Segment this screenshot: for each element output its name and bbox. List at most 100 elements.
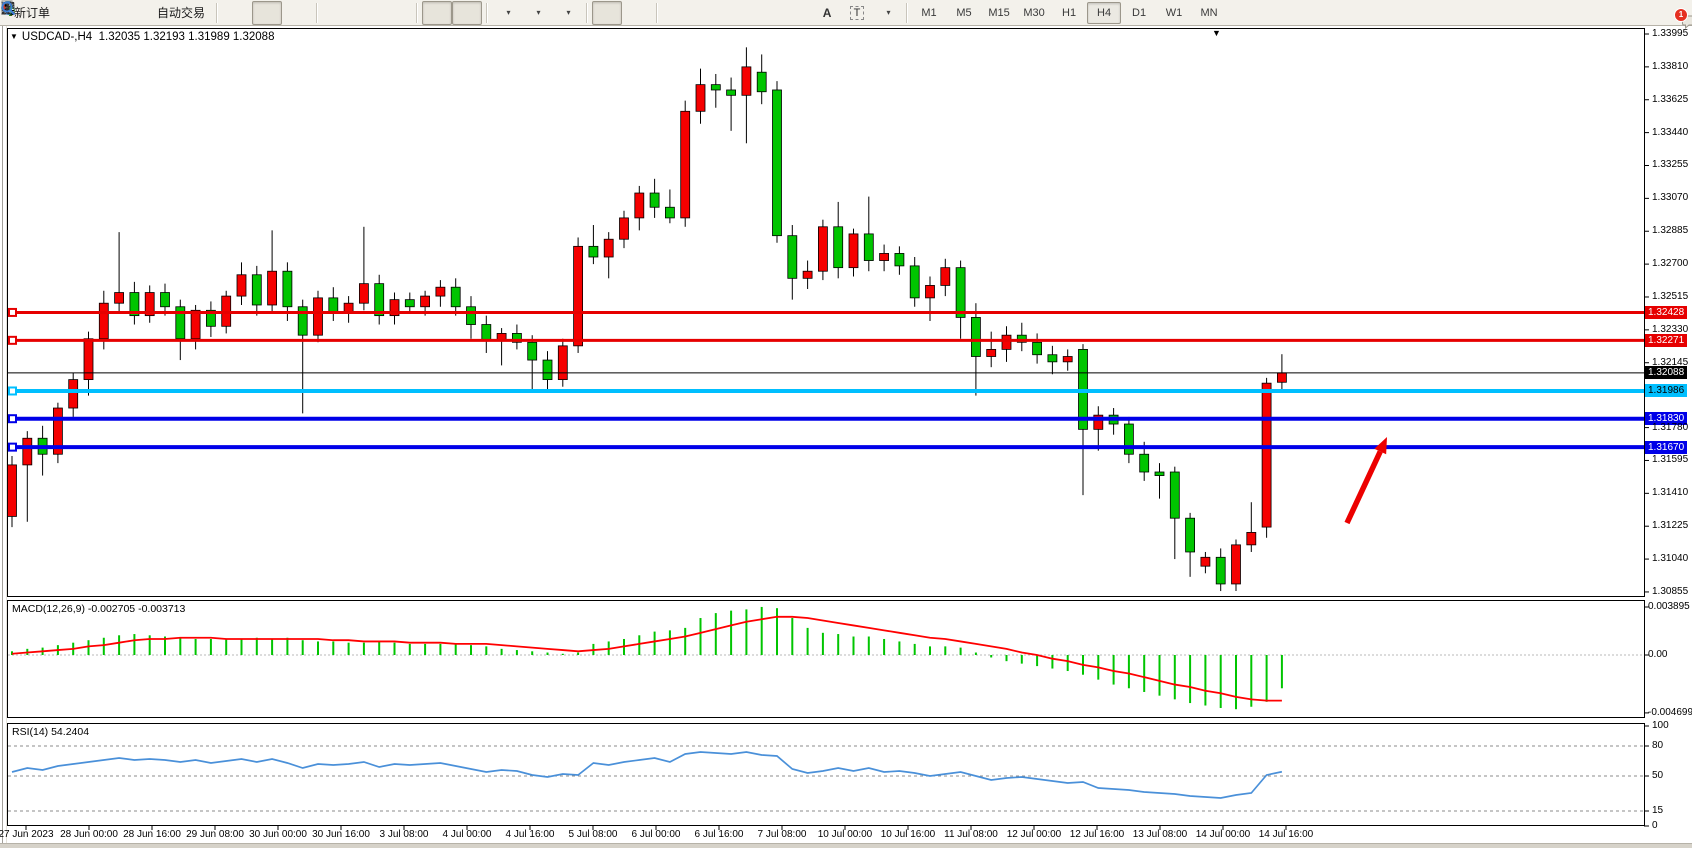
line-anchor-handle[interactable] — [8, 414, 17, 424]
periods-dropdown-caret[interactable]: ▾ — [536, 7, 541, 17]
auto-scroll-button[interactable] — [1, 0, 453, 25]
time-axis-label: 14 Jul 16:00 — [1258, 829, 1314, 840]
time-axis-label: 4 Jul 00:00 — [442, 829, 492, 840]
timeframe-button-D1[interactable]: D1 — [1132, 6, 1147, 19]
time-axis-label: 10 Jul 00:00 — [817, 829, 873, 840]
timeframe-button-M15[interactable]: M15 — [988, 6, 1010, 19]
time-axis-label: 14 Jul 00:00 — [1195, 829, 1251, 840]
rsi-axis-tick: 100 — [1652, 720, 1669, 731]
price-axis-tick: 1.32145 — [1652, 357, 1689, 368]
rsi-axis-tick: 50 — [1652, 770, 1664, 781]
price-line-tag: 1.31986 — [1645, 384, 1688, 397]
new-order-label: 新订单 — [14, 6, 51, 20]
line-anchor-handle[interactable] — [8, 335, 17, 345]
time-axis-label: 5 Jul 08:00 — [568, 829, 618, 840]
timeframe-button-M1[interactable]: M1 — [921, 6, 937, 19]
time-axis-label: 3 Jul 08:00 — [379, 829, 429, 840]
autotrading-label: 自动交易 — [157, 6, 206, 20]
time-axis-label: 27 Jun 2023 — [0, 829, 54, 840]
notification-badge: 1 — [1674, 7, 1688, 22]
price-axis-tick: 1.30855 — [1652, 586, 1689, 597]
price-axis-tick: 1.31595 — [1652, 454, 1689, 465]
rsi-axis-tick: 15 — [1652, 805, 1664, 816]
text-label-tool-button[interactable]: T — [842, 1, 872, 25]
collapse-triangle-icon[interactable]: ▼ — [10, 32, 18, 41]
time-axis-label: 6 Jul 16:00 — [694, 829, 744, 840]
rsi-axis-tick: 0 — [1652, 820, 1658, 831]
price-axis-tick: 1.33440 — [1652, 127, 1689, 138]
price-axis-tick: 1.33625 — [1652, 94, 1689, 105]
timeframe-button-W1[interactable]: W1 — [1165, 6, 1183, 19]
trend-arrow-annotation[interactable] — [1344, 437, 1387, 525]
price-line-tag: 1.32088 — [1645, 366, 1688, 379]
toolbar-separator — [906, 2, 909, 23]
time-axis-label: 29 Jun 08:00 — [186, 829, 244, 840]
indicators-dropdown-caret[interactable]: ▾ — [506, 7, 511, 17]
timeframe-button-M5[interactable]: M5 — [956, 6, 972, 19]
rsi-line — [11, 751, 1283, 799]
templates-dropdown-caret[interactable]: ▾ — [566, 7, 571, 17]
rsi-axis-tick: 80 — [1652, 740, 1664, 751]
price-line-tag: 1.31670 — [1645, 441, 1688, 454]
time-axis-label: 6 Jul 00:00 — [631, 829, 681, 840]
chart-ohlc-values: 1.32035 1.32193 1.31989 1.32088 — [98, 31, 275, 43]
toolbar-separator — [216, 2, 219, 23]
price-line-tag: 1.32271 — [1645, 334, 1688, 347]
line-anchor-handle[interactable] — [8, 442, 17, 452]
price-axis-tick: 1.31225 — [1652, 520, 1689, 531]
timeframe-button-M30[interactable]: M30 — [1023, 6, 1045, 19]
time-axis-label: 12 Jul 16:00 — [1069, 829, 1125, 840]
rsi-panel[interactable] — [7, 723, 1645, 826]
macd-axis-tick: -0.004699 — [1648, 707, 1692, 718]
time-axis-label: 28 Jun 00:00 — [60, 829, 118, 840]
time-axis-label: 30 Jun 16:00 — [312, 829, 370, 840]
time-axis-label: 12 Jul 00:00 — [1006, 829, 1062, 840]
price-line-tag: 1.31830 — [1645, 412, 1688, 425]
price-axis-tick: 1.32700 — [1652, 258, 1689, 269]
time-axis-label: 13 Jul 08:00 — [1132, 829, 1188, 840]
macd-axis-tick: 0.003895 — [1648, 601, 1690, 612]
price-axis-tick: 1.32330 — [1652, 324, 1689, 335]
chart-symbol-period: USDCAD-,H4 — [21, 31, 93, 43]
price-axis-tick: 1.31040 — [1652, 553, 1689, 564]
price-axis-tick: 1.33255 — [1652, 159, 1689, 170]
line-anchor-handle[interactable] — [8, 307, 17, 317]
line-anchor-handle[interactable] — [8, 386, 17, 396]
price-line-tag: 1.32428 — [1645, 306, 1688, 319]
timeframe-button-MN[interactable]: MN — [1200, 6, 1218, 19]
time-axis-label: 11 Jul 08:00 — [944, 829, 998, 840]
price-axis-tick: 1.32885 — [1652, 225, 1689, 236]
toolbar-separator — [486, 2, 489, 23]
horizontal-price-lines[interactable] — [8, 307, 1644, 452]
arrows-dropdown-caret[interactable]: ▾ — [886, 7, 891, 17]
macd-panel[interactable] — [7, 600, 1645, 718]
text-tool-icon: A — [822, 5, 832, 20]
macd-indicator-label: MACD(12,26,9) -0.002705 -0.003713 — [12, 603, 186, 615]
time-axis-label: 4 Jul 16:00 — [505, 829, 555, 840]
time-axis-label: 10 Jul 16:00 — [880, 829, 936, 840]
timeframe-button-H1[interactable]: H1 — [1062, 6, 1077, 19]
rsi-indicator-label: RSI(14) 54.2404 — [12, 726, 90, 738]
candlestick-series — [7, 47, 1287, 592]
toolbar: 新订单 自动交易 — [0, 0, 1692, 29]
price-axis-tick: 1.33070 — [1652, 192, 1689, 203]
macd-signal-line — [11, 615, 1282, 702]
text-label-icon: T — [849, 5, 865, 20]
toolbar-separator — [416, 2, 419, 23]
time-axis-label: 30 Jun 00:00 — [249, 829, 307, 840]
time-axis-label: 28 Jun 16:00 — [123, 829, 181, 840]
toolbar-separator — [656, 2, 659, 23]
toolbar-separator — [316, 2, 319, 23]
timeframe-button-H4[interactable]: H4 — [1087, 1, 1122, 24]
text-tool-button[interactable]: A — [812, 1, 842, 25]
price-axis-tick: 1.33810 — [1652, 61, 1689, 72]
chart-menu-arrow-icon[interactable]: ▼ — [1212, 28, 1221, 38]
macd-axis-tick: 0.00 — [1648, 649, 1668, 660]
window-left-frame — [2, 26, 7, 843]
price-axis-tick: 1.32515 — [1652, 291, 1689, 302]
horizontal-scrollbar[interactable] — [0, 843, 1692, 848]
cursor-button[interactable] — [4, 0, 623, 25]
price-axis-tick: 1.31410 — [1652, 487, 1689, 498]
